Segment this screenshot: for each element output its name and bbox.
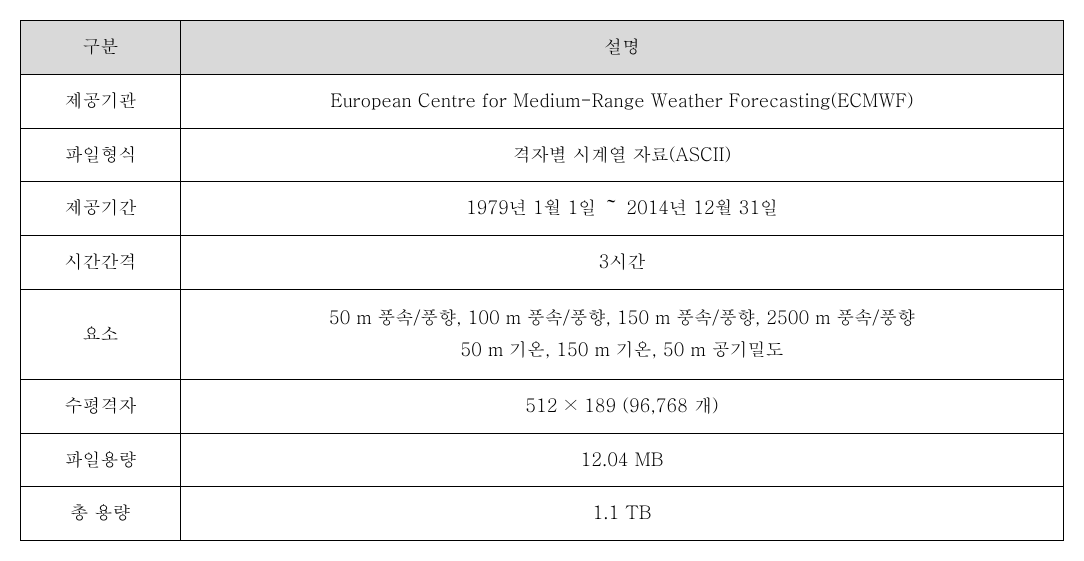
header-category: 구분	[21, 21, 181, 75]
table-row: 제공기간 1979년 1월 1일 ～ 2014년 12월 31일	[21, 182, 1064, 236]
table-row: 파일형식 격자별 시계열 자료(ASCII)	[21, 128, 1064, 182]
row-value-grid: 512 × 189 (96,768 개)	[181, 379, 1064, 433]
table-row: 제공기관 European Centre for Medium-Range We…	[21, 74, 1064, 128]
table-row: 요소 50 m 풍속/풍향, 100 m 풍속/풍향, 150 m 풍속/풍향,…	[21, 289, 1064, 379]
row-value-file-size: 12.04 MB	[181, 433, 1064, 487]
row-label-grid: 수평격자	[21, 379, 181, 433]
row-label-file-format: 파일형식	[21, 128, 181, 182]
header-description: 설명	[181, 21, 1064, 75]
elements-line1: 50 m 풍속/풍향, 100 m 풍속/풍향, 150 m 풍속/풍향, 25…	[329, 305, 915, 330]
row-value-provider: European Centre for Medium-Range Weather…	[181, 74, 1064, 128]
row-label-provider: 제공기관	[21, 74, 181, 128]
row-value-file-format: 격자별 시계열 자료(ASCII)	[181, 128, 1064, 182]
table-row: 파일용량 12.04 MB	[21, 433, 1064, 487]
row-label-period: 제공기간	[21, 182, 181, 236]
row-label-file-size: 파일용량	[21, 433, 181, 487]
row-value-interval: 3시간	[181, 236, 1064, 290]
table-row: 시간간격 3시간	[21, 236, 1064, 290]
row-value-elements: 50 m 풍속/풍향, 100 m 풍속/풍향, 150 m 풍속/풍향, 25…	[181, 289, 1064, 379]
row-label-interval: 시간간격	[21, 236, 181, 290]
header-row: 구분 설명	[21, 21, 1064, 75]
table-row: 수평격자 512 × 189 (96,768 개)	[21, 379, 1064, 433]
data-table-container: 구분 설명 제공기관 European Centre for Medium-Ra…	[20, 20, 1064, 541]
row-value-period: 1979년 1월 1일 ～ 2014년 12월 31일	[181, 182, 1064, 236]
elements-line2: 50 m 기온, 150 m 기온, 50 m 공기밀도	[460, 337, 783, 362]
data-table: 구분 설명 제공기관 European Centre for Medium-Ra…	[20, 20, 1064, 541]
row-label-elements: 요소	[21, 289, 181, 379]
